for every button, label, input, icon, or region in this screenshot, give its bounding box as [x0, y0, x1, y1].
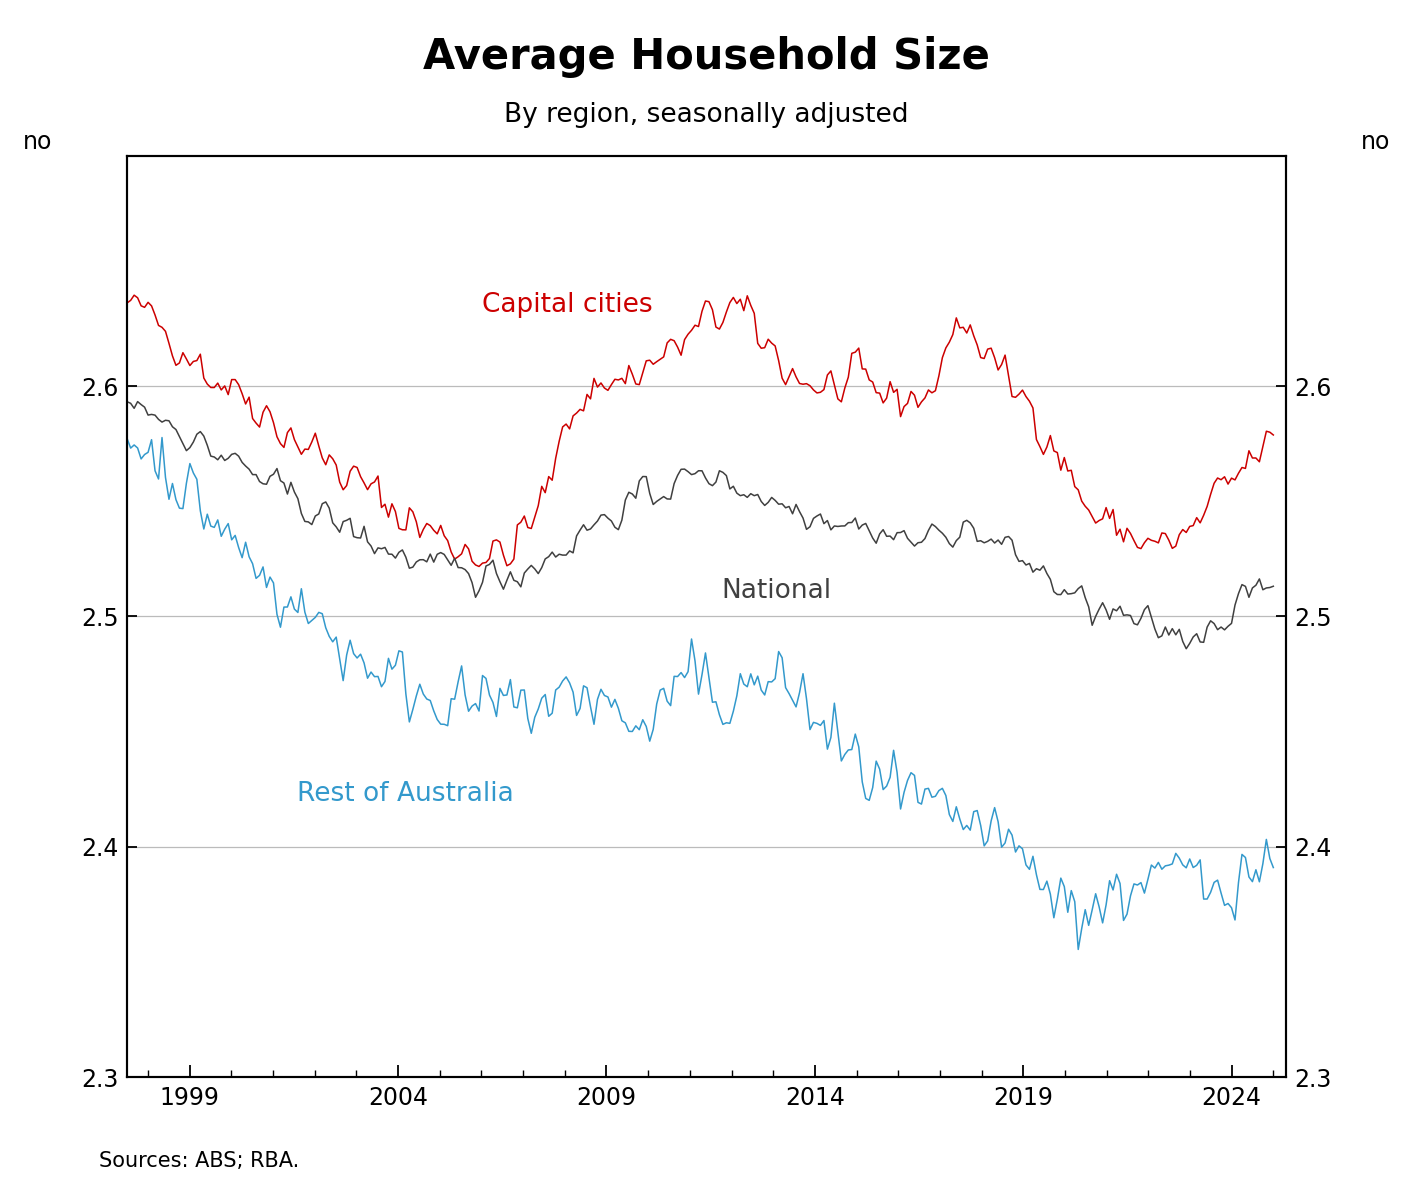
Text: no: no: [1361, 129, 1390, 153]
Text: By region, seasonally adjusted: By region, seasonally adjusted: [504, 102, 909, 128]
Text: Capital cities: Capital cities: [482, 292, 653, 318]
Text: Sources: ABS; RBA.: Sources: ABS; RBA.: [99, 1150, 300, 1171]
Text: no: no: [23, 129, 52, 153]
Text: Average Household Size: Average Household Size: [422, 36, 991, 78]
Text: National: National: [721, 578, 831, 604]
Text: Rest of Australia: Rest of Australia: [297, 780, 513, 807]
